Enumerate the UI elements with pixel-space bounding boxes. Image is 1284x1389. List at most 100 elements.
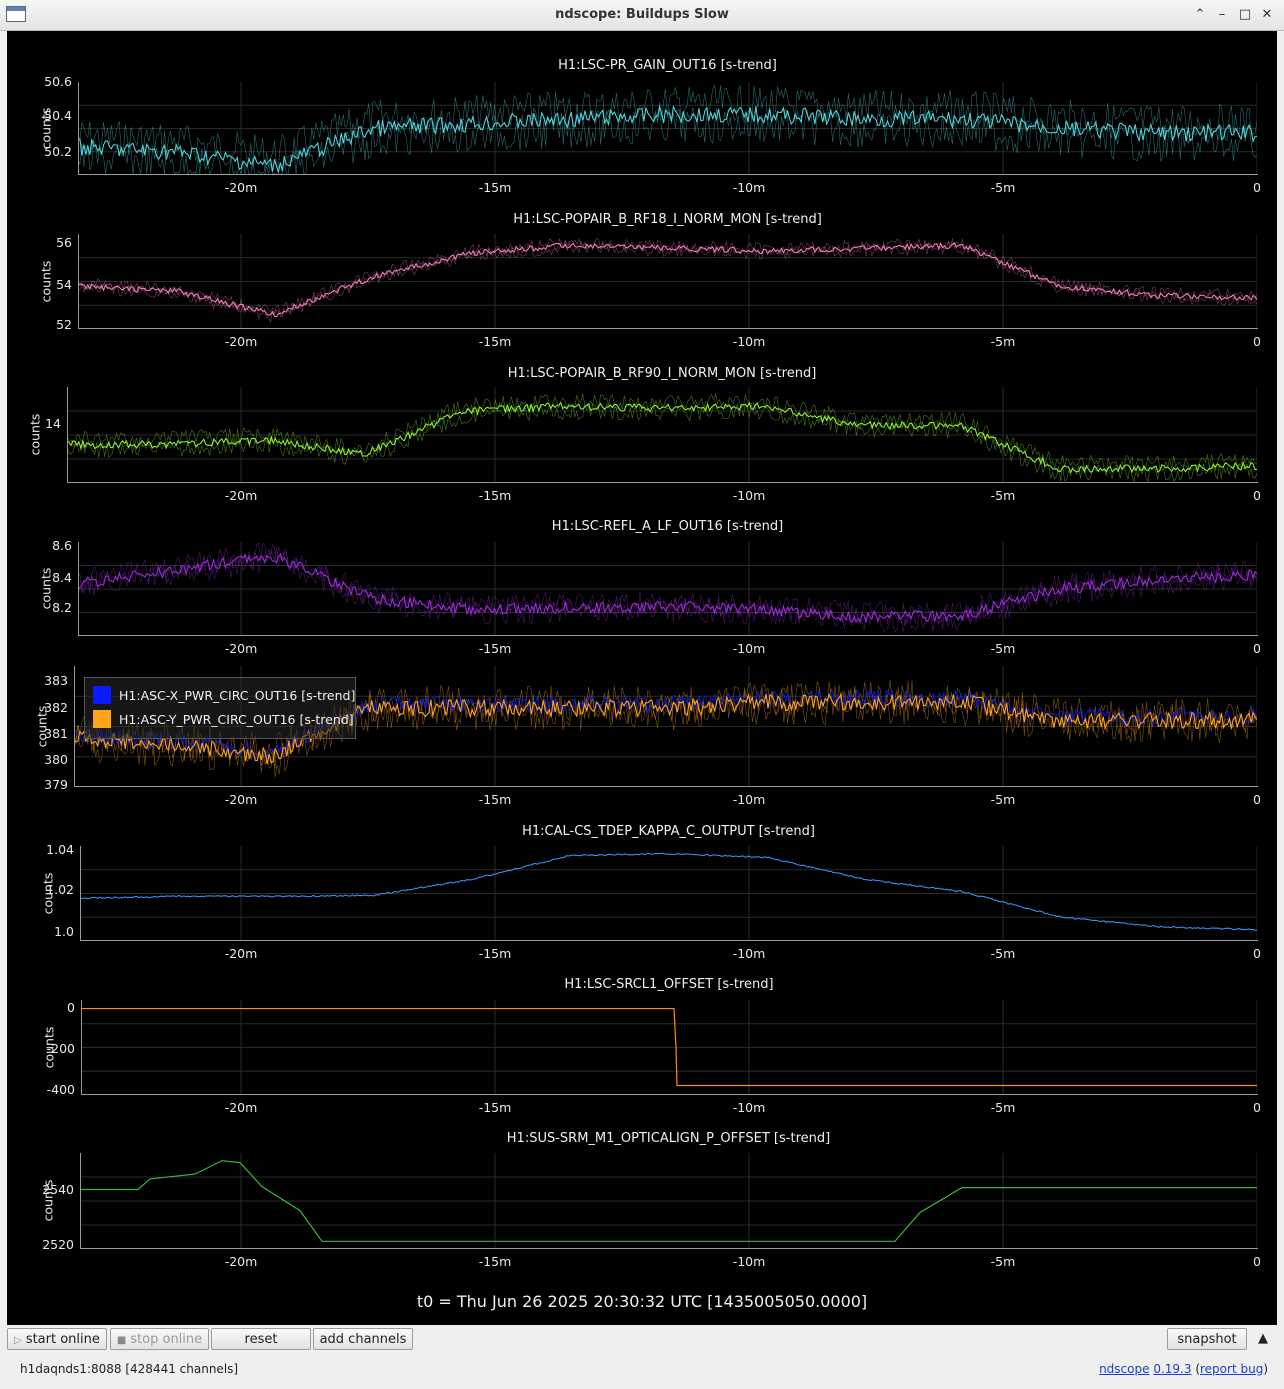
trace-line [78,547,1257,633]
plot-title: H1:LSC-POPAIR_B_RF90_I_NORM_MON [s-trend… [507,366,817,381]
shade-up-icon[interactable]: ⌃ [1194,7,1206,22]
server-status: h1daqnds1:8088 [428441 channels] [20,1362,238,1376]
x-tick-label: -20m [224,488,258,503]
plot-axes[interactable] [78,234,1258,329]
y-tick-label: 50.6 [44,74,72,89]
maximize-icon[interactable]: □ [1238,7,1252,22]
ndscope-link[interactable]: ndscope [1099,1362,1150,1376]
plot-axes[interactable] [81,1000,1258,1095]
trace-line [78,552,1257,624]
trace-plot [78,82,1257,175]
plot-axes[interactable] [74,666,1258,787]
trace-line [74,692,1257,765]
x-tick-label: -15m [478,488,512,503]
plot-axes[interactable] [78,542,1258,636]
x-tick-label: -20m [224,180,258,195]
y-tick-label: 380 [44,752,68,767]
x-tick-label: -5m [990,1100,1016,1115]
plot-title: H1:LSC-SRCL1_OFFSET [s-trend] [564,977,774,992]
expand-panel-icon[interactable]: ▲ [1258,1331,1268,1346]
report-bug-link[interactable]: report bug [1200,1362,1264,1376]
stop-online-label: stop online [130,1332,203,1347]
stop-online-button[interactable]: ■ stop online [110,1328,209,1350]
x-tick-label: -5m [990,792,1016,807]
plot-axes[interactable] [80,1153,1258,1249]
x-tick-label: -15m [478,792,512,807]
x-tick-label: 0 [1253,792,1261,807]
x-tick-label: -10m [732,1100,766,1115]
version-link[interactable]: 0.19.3 [1153,1362,1192,1376]
x-tick-label: -10m [732,792,766,807]
trace-plot [67,387,1257,483]
y-tick-label: 382 [44,700,68,715]
trace-line [74,688,1257,778]
x-tick-label: -20m [224,792,258,807]
close-icon[interactable]: ✕ [1261,7,1273,22]
trace-line [80,1160,1257,1242]
y-tick-label: 8.2 [52,600,72,615]
y-tick-label: 52 [56,317,72,332]
trace-line [67,402,1257,483]
x-tick-label: 0 [1253,180,1261,195]
x-tick-label: -15m [478,1100,512,1115]
y-tick-label: 0 [67,1000,75,1015]
x-tick-label: -10m [732,334,766,349]
trace-line [74,679,1257,769]
reset-button[interactable]: reset [211,1328,311,1350]
x-tick-label: 0 [1253,641,1261,656]
app-window-icon[interactable] [6,6,26,22]
trace-line [67,401,1257,474]
trace-plot [78,542,1257,636]
trace-plot [80,846,1257,941]
x-tick-label: -15m [478,641,512,656]
y-tick-label: 56 [56,235,72,250]
plot-title: H1:SUS-SRM_M1_OPTICALIGN_P_OFFSET [s-tre… [506,1131,831,1146]
y-tick-label: 381 [44,726,68,741]
plot-title: H1:LSC-POPAIR_B_RF18_I_NORM_MON [s-trend… [513,212,822,227]
play-icon: ▷ [14,1335,22,1346]
plot-legend[interactable]: H1:ASC-X_PWR_CIRC_OUT16 [s-trend] H1:ASC… [84,677,356,739]
y-tick-label: 2520 [42,1237,74,1252]
t0-label: t0 = Thu Jun 26 2025 20:30:32 UTC [14350… [416,1292,868,1311]
y-tick-label: 1.0 [54,924,74,939]
plot-axes[interactable] [80,846,1258,941]
legend-label: H1:ASC-X_PWR_CIRC_OUT16 [s-trend] [119,688,356,703]
plot-axes[interactable] [78,82,1258,175]
x-tick-label: -10m [732,488,766,503]
y-tick-label: 379 [44,777,68,792]
legend-swatch [93,710,111,728]
x-tick-label: 0 [1253,334,1261,349]
version-info: ndscope 0.19.3 (report bug) [1099,1362,1268,1376]
legend-label: H1:ASC-Y_PWR_CIRC_OUT16 [s-trend] [119,712,354,727]
trace-plot [80,1153,1257,1249]
y-axis-label: counts [40,1179,56,1222]
x-tick-label: -15m [478,946,512,961]
window-titlebar[interactable]: ndscope: Buildups Slow ⌃ – □ ✕ [0,0,1284,31]
x-tick-label: -15m [478,180,512,195]
x-tick-label: 0 [1253,946,1261,961]
trace-line [78,241,1257,318]
plot-title: H1:LSC-PR_GAIN_OUT16 [s-trend] [558,58,777,73]
plot-title: H1:CAL-CS_TDEP_KAPPA_C_OUTPUT [s-trend] [522,824,815,839]
x-tick-label: -10m [732,1254,766,1269]
snapshot-button[interactable]: snapshot [1167,1328,1247,1350]
trace-plot [81,1000,1257,1095]
trace-line [78,84,1257,172]
plot-axes[interactable] [67,387,1258,483]
add-channels-button[interactable]: add channels [313,1328,413,1350]
y-tick-label: 2540 [42,1182,74,1197]
server-address: h1daqnds1:8088 [20,1362,122,1376]
x-tick-label: -10m [732,946,766,961]
legend-swatch [93,686,111,704]
x-tick-label: -5m [990,488,1016,503]
x-tick-label: -15m [478,334,512,349]
x-tick-label: -5m [990,334,1016,349]
minimize-icon[interactable]: – [1218,7,1226,22]
start-online-button[interactable]: ▷ start online [7,1328,107,1350]
plot-title: H1:LSC-REFL_A_LF_OUT16 [s-trend] [551,519,784,534]
start-online-label: start online [25,1332,100,1347]
window-title: ndscope: Buildups Slow [555,7,729,22]
y-axis-label: counts [27,413,43,456]
y-tick-label: 8.4 [52,570,72,585]
x-tick-label: -15m [478,1254,512,1269]
